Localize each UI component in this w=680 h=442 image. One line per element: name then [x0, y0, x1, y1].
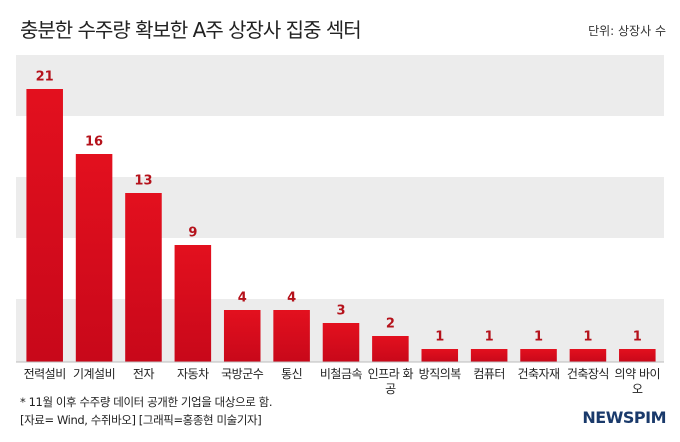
logo: NEWSPIM	[582, 408, 666, 427]
band	[16, 177, 664, 238]
x-tick-label: 인프라 화공	[367, 367, 414, 396]
bar	[322, 323, 360, 362]
unit-label: 단위: 상장사 수	[588, 24, 666, 38]
band	[16, 55, 664, 116]
x-tick-label: 비철금속	[319, 367, 363, 381]
value-label: 3	[336, 304, 345, 319]
x-tick-label: 전자	[132, 367, 155, 381]
x-tick-label: 통신	[281, 367, 303, 381]
x-tick-label: 전력설비	[23, 367, 67, 381]
bar	[470, 349, 508, 362]
value-label: 4	[238, 291, 247, 306]
value-label: 2	[386, 317, 395, 332]
bar	[569, 349, 607, 362]
value-label: 9	[188, 226, 197, 241]
x-tick-label: 기계설비	[72, 367, 116, 381]
bar	[520, 349, 557, 362]
value-label: 16	[85, 135, 103, 150]
bar	[421, 349, 459, 362]
value-label: 4	[287, 291, 296, 306]
bar	[619, 349, 656, 362]
bar	[26, 89, 63, 362]
value-label: 1	[633, 330, 642, 345]
value-label: 1	[583, 330, 592, 345]
bar	[372, 336, 409, 362]
value-label: 1	[485, 330, 494, 345]
x-tick-label: 건축자재	[517, 367, 560, 381]
footnote: * 11월 이후 수주량 데이터 공개한 기업을 대상으로 함.	[20, 395, 273, 409]
value-label: 1	[435, 330, 444, 345]
source: [자료= Wind, 수쥐바오] [그래픽=홍종현 미술기자]	[20, 413, 262, 427]
bar	[125, 193, 162, 362]
x-tick-label: 방직의복	[418, 367, 462, 381]
value-label: 21	[36, 70, 54, 85]
bar	[174, 245, 212, 362]
bar	[75, 154, 113, 362]
x-tick-label: 국방군수	[221, 367, 264, 381]
x-tick-label: 의약 바이오	[614, 367, 661, 396]
x-tick-label: 자동차	[177, 367, 209, 381]
x-tick-label: 컴퓨터	[473, 367, 505, 381]
x-tick-label: 건축장식	[566, 367, 610, 381]
value-label: 1	[534, 330, 543, 345]
bar	[223, 310, 261, 362]
bar	[273, 310, 310, 362]
value-label: 13	[134, 174, 152, 189]
chart-title: 충분한 수주량 확보한 A주 상장사 집중 섹터	[20, 18, 362, 42]
